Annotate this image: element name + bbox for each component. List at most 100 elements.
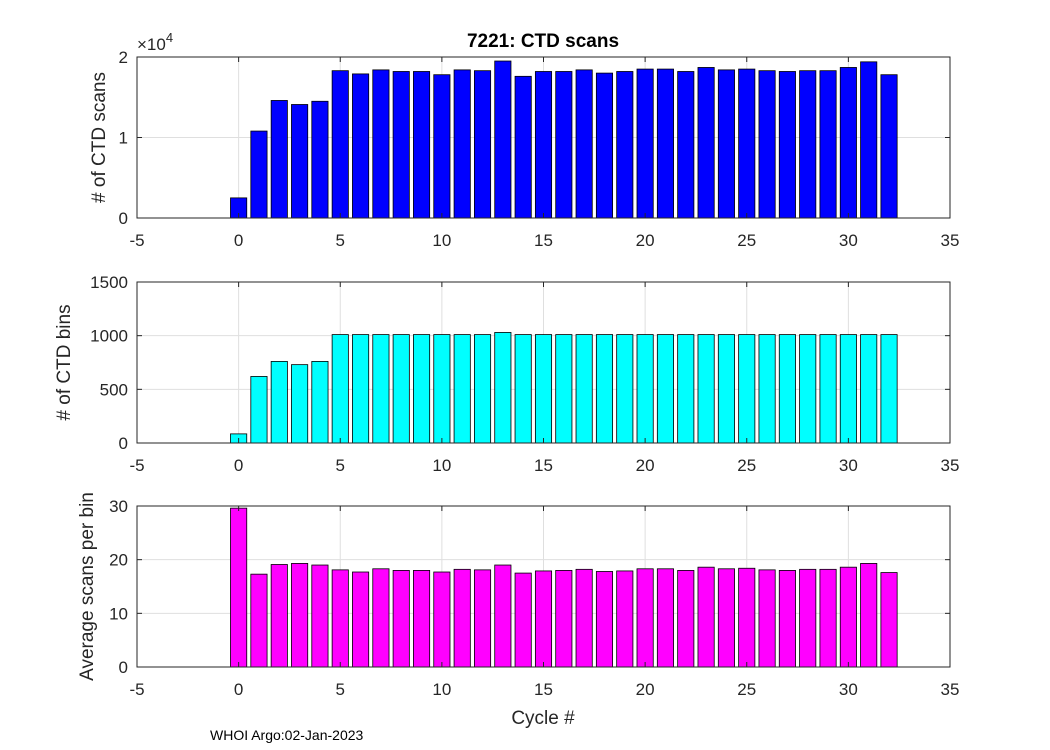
bins-bar <box>311 361 329 444</box>
y-exponent-power: 4 <box>166 30 173 45</box>
scans-bar <box>494 60 512 219</box>
y-tick-label: 20 <box>109 551 128 570</box>
ratio-bar <box>697 566 715 668</box>
scans-bar <box>372 69 390 219</box>
ratio-bar <box>413 570 431 668</box>
x-tick-label: -5 <box>129 680 144 699</box>
y-tick-label: 1000 <box>90 327 128 346</box>
scans-bar <box>738 68 756 219</box>
ratio-bar <box>778 570 796 668</box>
x-tick-label: 5 <box>336 231 345 250</box>
x-tick-label: -5 <box>129 231 144 250</box>
scans-bar <box>758 70 776 219</box>
scans-bar <box>677 71 695 219</box>
ratio-bar <box>514 572 532 668</box>
x-tick-label: 25 <box>737 680 756 699</box>
scans-bar <box>616 71 634 219</box>
bins-bar <box>656 334 674 444</box>
scans-y-axis-label: # of CTD scans <box>89 72 110 203</box>
ratio-y-axis-label: Average scans per bin <box>77 492 98 681</box>
bins-y-axis-label: # of CTD bins <box>54 304 75 420</box>
scans-bar <box>697 67 715 219</box>
scans-bar <box>453 69 471 219</box>
ratio-bar <box>717 568 735 668</box>
bins-bar <box>636 334 654 444</box>
ratio-bar <box>270 564 288 668</box>
bins-bar <box>595 334 614 444</box>
bins-bar <box>270 361 288 444</box>
scans-bar <box>717 69 735 219</box>
x-tick-label: -5 <box>129 456 144 475</box>
ratio-bar <box>555 570 573 668</box>
bins-bar <box>839 334 857 444</box>
y-exponent-label: ×104 <box>137 30 173 54</box>
scans-bar <box>595 72 614 219</box>
scans-bar <box>860 61 878 219</box>
ratio-bar <box>738 567 756 668</box>
bins-bar <box>616 334 634 444</box>
x-tick-label: 30 <box>839 680 858 699</box>
ratio-bar <box>575 568 593 668</box>
bins-bar <box>250 376 268 444</box>
x-tick-label: 15 <box>534 680 553 699</box>
x-tick-label: 5 <box>336 680 345 699</box>
scans-bar <box>291 104 309 219</box>
x-tick-label: 0 <box>234 231 243 250</box>
bins-bar <box>880 334 898 444</box>
ratio-bar <box>473 569 492 668</box>
ratio-bar <box>534 570 553 668</box>
scans-bar <box>555 71 573 219</box>
figure-title: 7221: CTD scans <box>467 31 619 52</box>
x-tick-label: 30 <box>839 456 858 475</box>
bins-bar <box>372 334 390 444</box>
x-tick-label: 15 <box>534 456 553 475</box>
y-tick-label: 1500 <box>90 273 128 292</box>
scans-bar <box>839 67 857 219</box>
y-tick-label: 10 <box>109 604 128 623</box>
bins-bar <box>534 334 553 444</box>
scans-bar <box>392 71 410 219</box>
scans-bar <box>575 69 593 219</box>
bins-bar <box>291 364 309 444</box>
x-tick-label: 10 <box>432 456 451 475</box>
bins-bar <box>697 334 715 444</box>
ratio-bar <box>291 563 309 668</box>
ratio-bar <box>758 569 776 668</box>
x-tick-label: 20 <box>636 231 655 250</box>
x-tick-label: 25 <box>737 231 756 250</box>
bins-bar <box>453 334 471 444</box>
y-tick-label: 1 <box>119 129 128 148</box>
scans-bar <box>636 68 654 219</box>
ratio-bar <box>494 564 512 668</box>
y-tick-label: 30 <box>109 497 128 516</box>
bins-bar <box>413 334 431 444</box>
x-tick-label: 10 <box>432 680 451 699</box>
scans-bar <box>413 71 431 219</box>
x-tick-label: 5 <box>336 456 345 475</box>
bins-bar <box>677 334 695 444</box>
bins-bar <box>352 334 370 444</box>
scans-bar <box>534 71 553 219</box>
y-tick-label: 500 <box>100 380 128 399</box>
ratio-bar <box>433 571 451 668</box>
y-tick-label: 0 <box>119 209 128 228</box>
scans-bar <box>819 70 837 219</box>
x-tick-label: 10 <box>432 231 451 250</box>
scans-bar <box>270 100 288 219</box>
y-tick-label: 2 <box>119 48 128 67</box>
ratio-bar <box>453 568 471 668</box>
bins-bar <box>860 334 878 444</box>
x-tick-label: 35 <box>941 456 960 475</box>
scans-bar <box>473 70 492 219</box>
bins-bar <box>473 334 492 444</box>
bins-bar <box>738 334 756 444</box>
ratio-bar <box>595 571 614 668</box>
x-tick-label: 0 <box>234 456 243 475</box>
ratio-bar <box>636 568 654 668</box>
bins-bar <box>514 334 532 444</box>
ratio-bar <box>250 573 268 668</box>
ratio-bar <box>656 568 674 668</box>
bins-bar <box>331 334 349 444</box>
